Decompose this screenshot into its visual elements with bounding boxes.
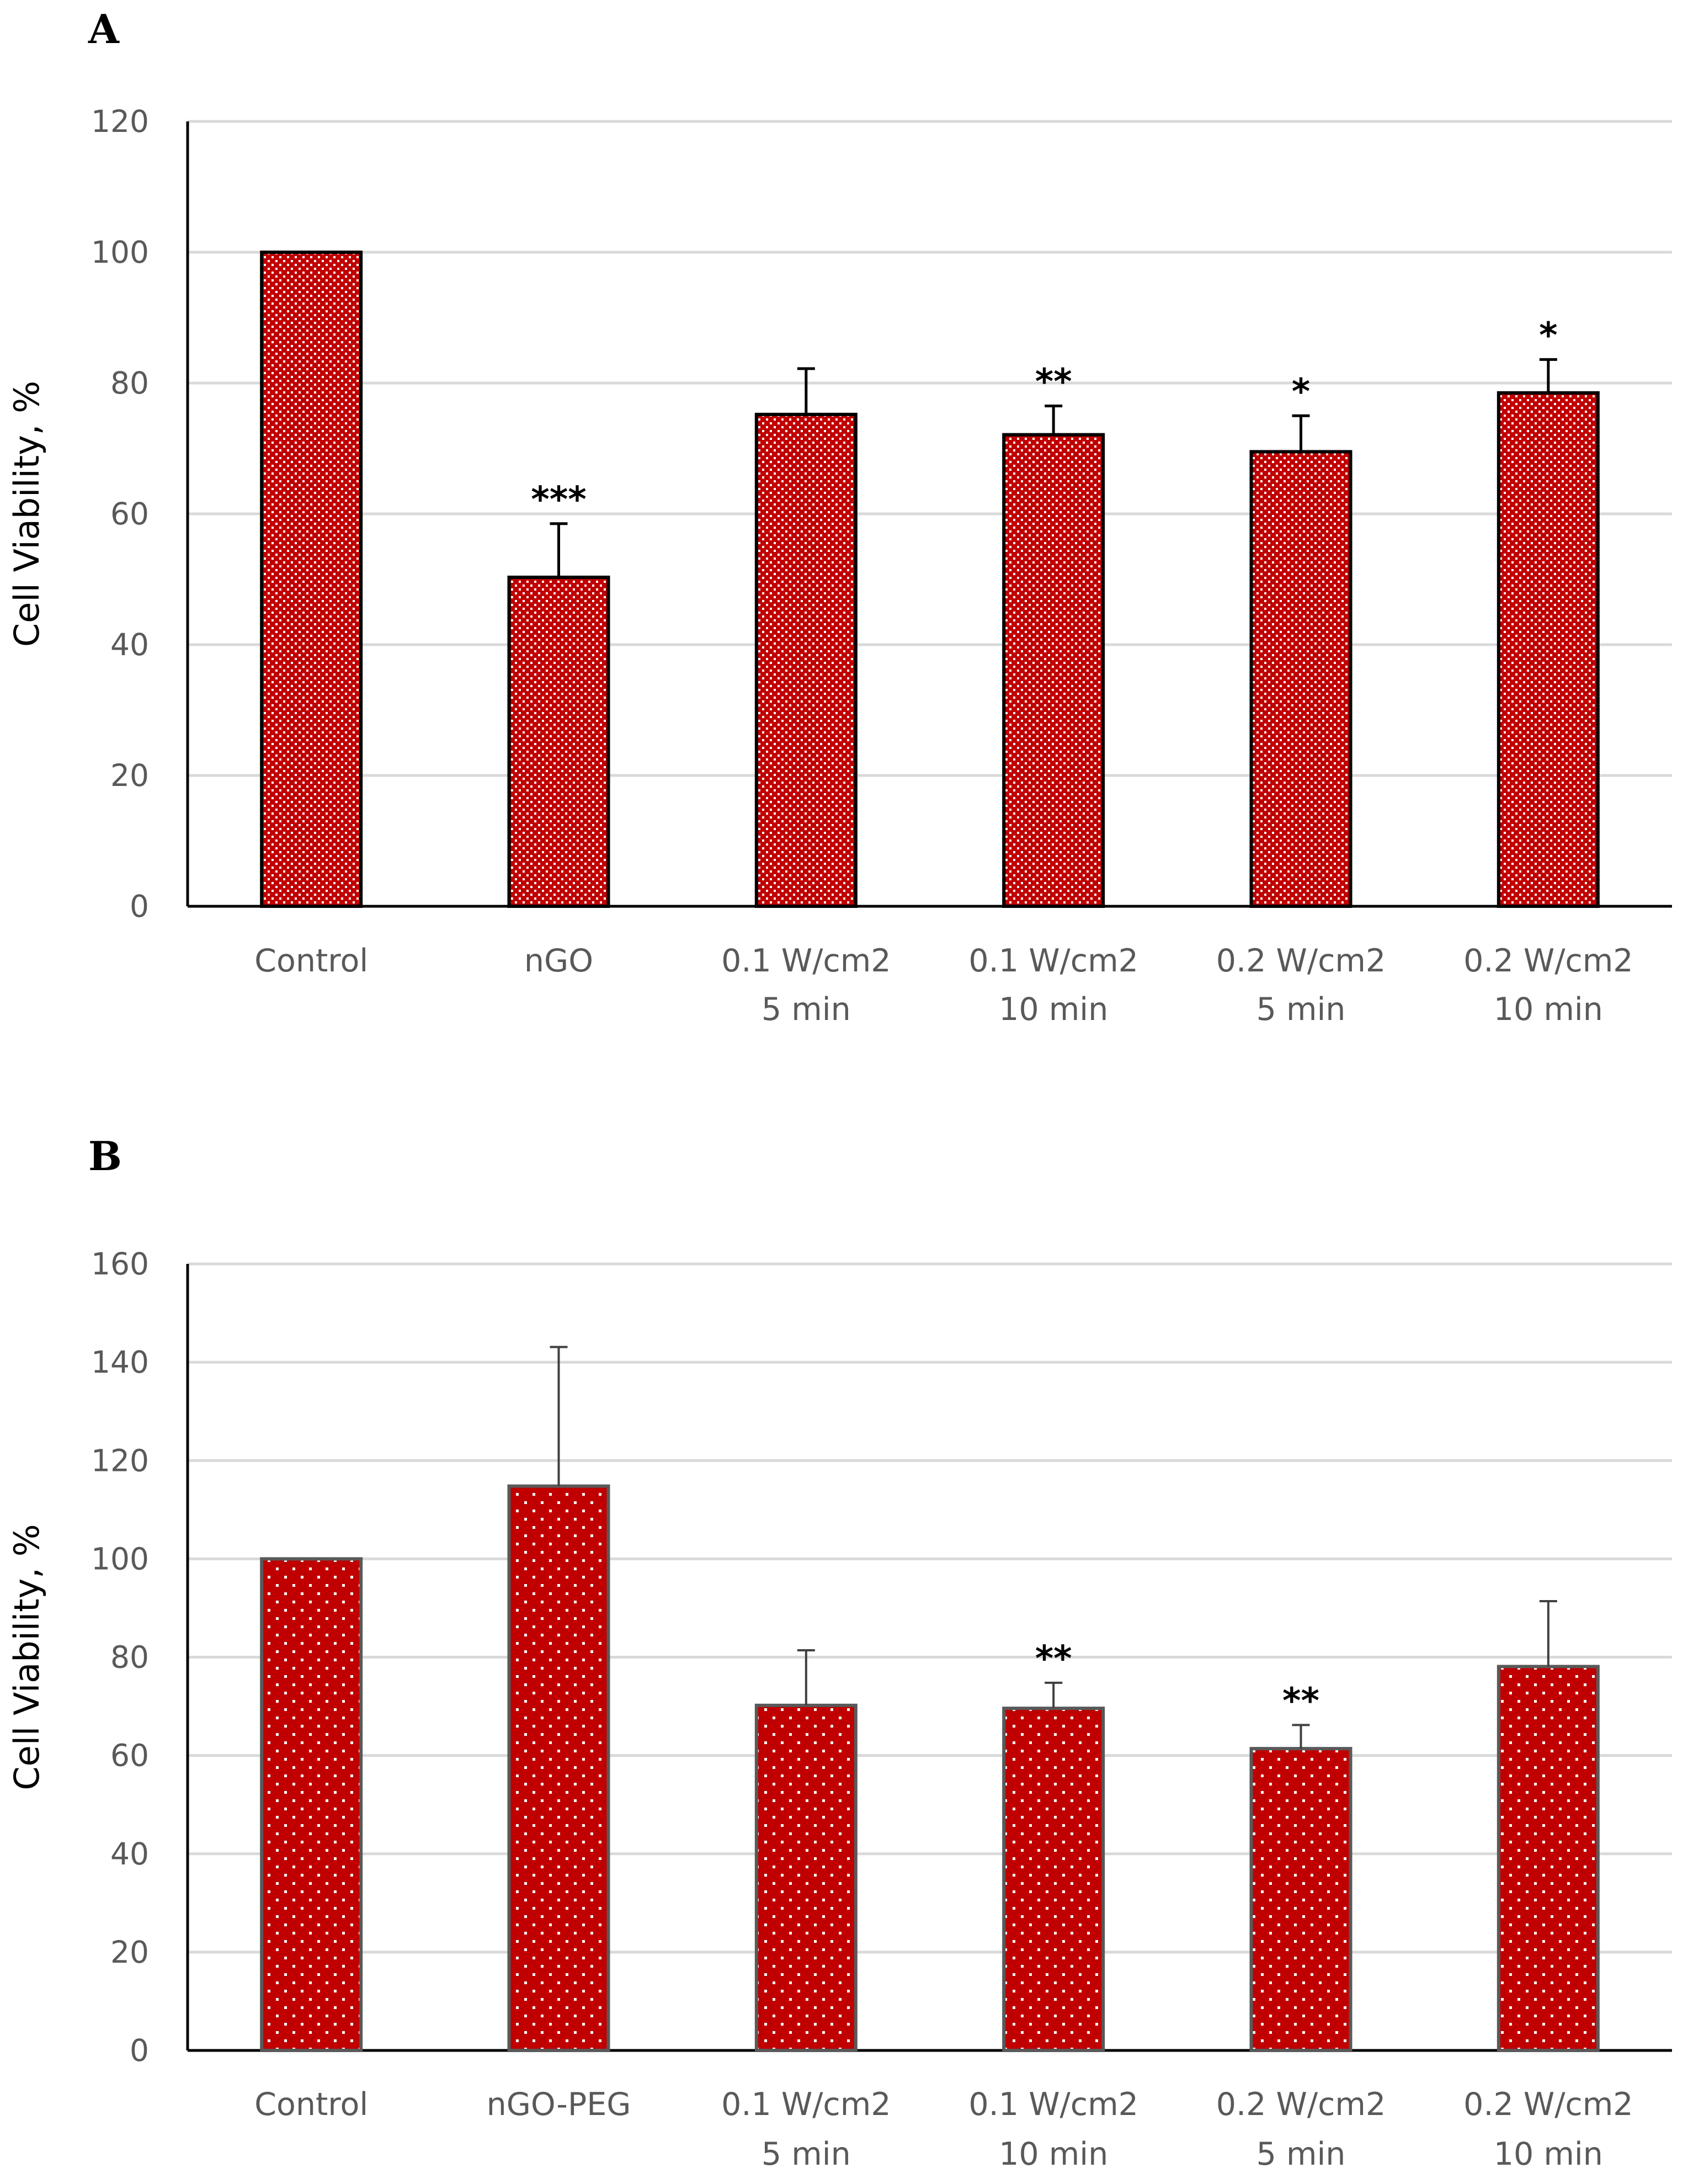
x-tick-label: 5 min bbox=[762, 991, 851, 1028]
x-tick-label: 10 min bbox=[999, 991, 1108, 1028]
x-tick-label: 0.2 W/cm2 bbox=[1216, 943, 1386, 979]
y-tick-label: 80 bbox=[110, 1640, 149, 1675]
bar bbox=[1002, 1707, 1105, 2052]
panel-label: A bbox=[88, 6, 120, 52]
bar bbox=[1497, 391, 1600, 908]
x-tick-label: 5 min bbox=[1256, 2136, 1346, 2172]
x-tick-label: 10 min bbox=[1494, 991, 1603, 1028]
panel-a: A 0 20 40 60 80 100 120 Cell Viability, % Control… bbox=[7, 6, 1672, 1028]
x-tick-label: 0.2 W/cm2 bbox=[1463, 2086, 1633, 2123]
bar bbox=[1249, 1747, 1352, 2052]
x-tick-label: 0.1 W/cm2 bbox=[968, 2086, 1138, 2123]
y-axis-label: Cell Viability, % bbox=[7, 381, 47, 647]
significance-label: ** bbox=[1035, 1639, 1072, 1680]
x-tick-label: 10 min bbox=[999, 2136, 1108, 2172]
y-tick-label: 0 bbox=[130, 2033, 149, 2068]
bar bbox=[507, 575, 610, 908]
y-tick-label: 40 bbox=[110, 627, 149, 662]
bar bbox=[260, 1557, 363, 2052]
bar bbox=[1002, 433, 1105, 908]
bar bbox=[754, 1703, 858, 2052]
significance-label: *** bbox=[531, 480, 586, 520]
bar bbox=[507, 1484, 610, 2052]
y-tick-label: 100 bbox=[91, 235, 149, 270]
x-tick-label: nGO-PEG bbox=[487, 2086, 631, 2123]
significance-label: * bbox=[1539, 315, 1557, 356]
y-tick-label: 20 bbox=[110, 758, 149, 793]
y-axis-label: Cell Viability, % bbox=[7, 1524, 47, 1790]
y-tick-label: 60 bbox=[110, 1738, 149, 1773]
bar bbox=[1249, 450, 1352, 908]
significance-label: * bbox=[1292, 371, 1310, 412]
y-tick-label: 20 bbox=[110, 1935, 149, 1970]
significance-label: ** bbox=[1035, 362, 1072, 402]
significance-label: ** bbox=[1282, 1681, 1319, 1721]
x-tick-label: 5 min bbox=[1256, 991, 1346, 1028]
x-tick-label: nGO bbox=[524, 943, 593, 979]
y-tick-label: 140 bbox=[91, 1345, 149, 1380]
x-tick-label: 5 min bbox=[762, 2136, 851, 2172]
bar bbox=[260, 251, 363, 908]
y-tick-label: 60 bbox=[110, 496, 149, 532]
y-tick-label: 100 bbox=[91, 1541, 149, 1576]
x-tick-label: 0.2 W/cm2 bbox=[1216, 2086, 1386, 2123]
x-tick-label: 10 min bbox=[1494, 2136, 1603, 2172]
y-tick-label: 160 bbox=[91, 1246, 149, 1282]
x-tick-label: 0.1 W/cm2 bbox=[721, 943, 891, 979]
bar bbox=[1497, 1665, 1600, 2052]
panel-label: B bbox=[88, 1133, 122, 1179]
bar bbox=[754, 412, 858, 908]
y-tick-label: 40 bbox=[110, 1836, 149, 1872]
y-tick-label: 120 bbox=[91, 1443, 149, 1478]
y-tick-label: 0 bbox=[130, 889, 149, 924]
y-tick-label: 120 bbox=[91, 104, 149, 139]
x-tick-label: 0.1 W/cm2 bbox=[968, 943, 1138, 979]
x-tick-label: Control bbox=[254, 2086, 368, 2123]
panel-b: B 0 20 40 60 80 100 120 140 160 Cell Viability, % C… bbox=[7, 1133, 1672, 2172]
x-tick-label: Control bbox=[254, 943, 368, 979]
y-tick-label: 80 bbox=[110, 365, 149, 401]
x-tick-label: 0.1 W/cm2 bbox=[721, 2086, 891, 2123]
x-tick-label: 0.2 W/cm2 bbox=[1463, 943, 1633, 979]
